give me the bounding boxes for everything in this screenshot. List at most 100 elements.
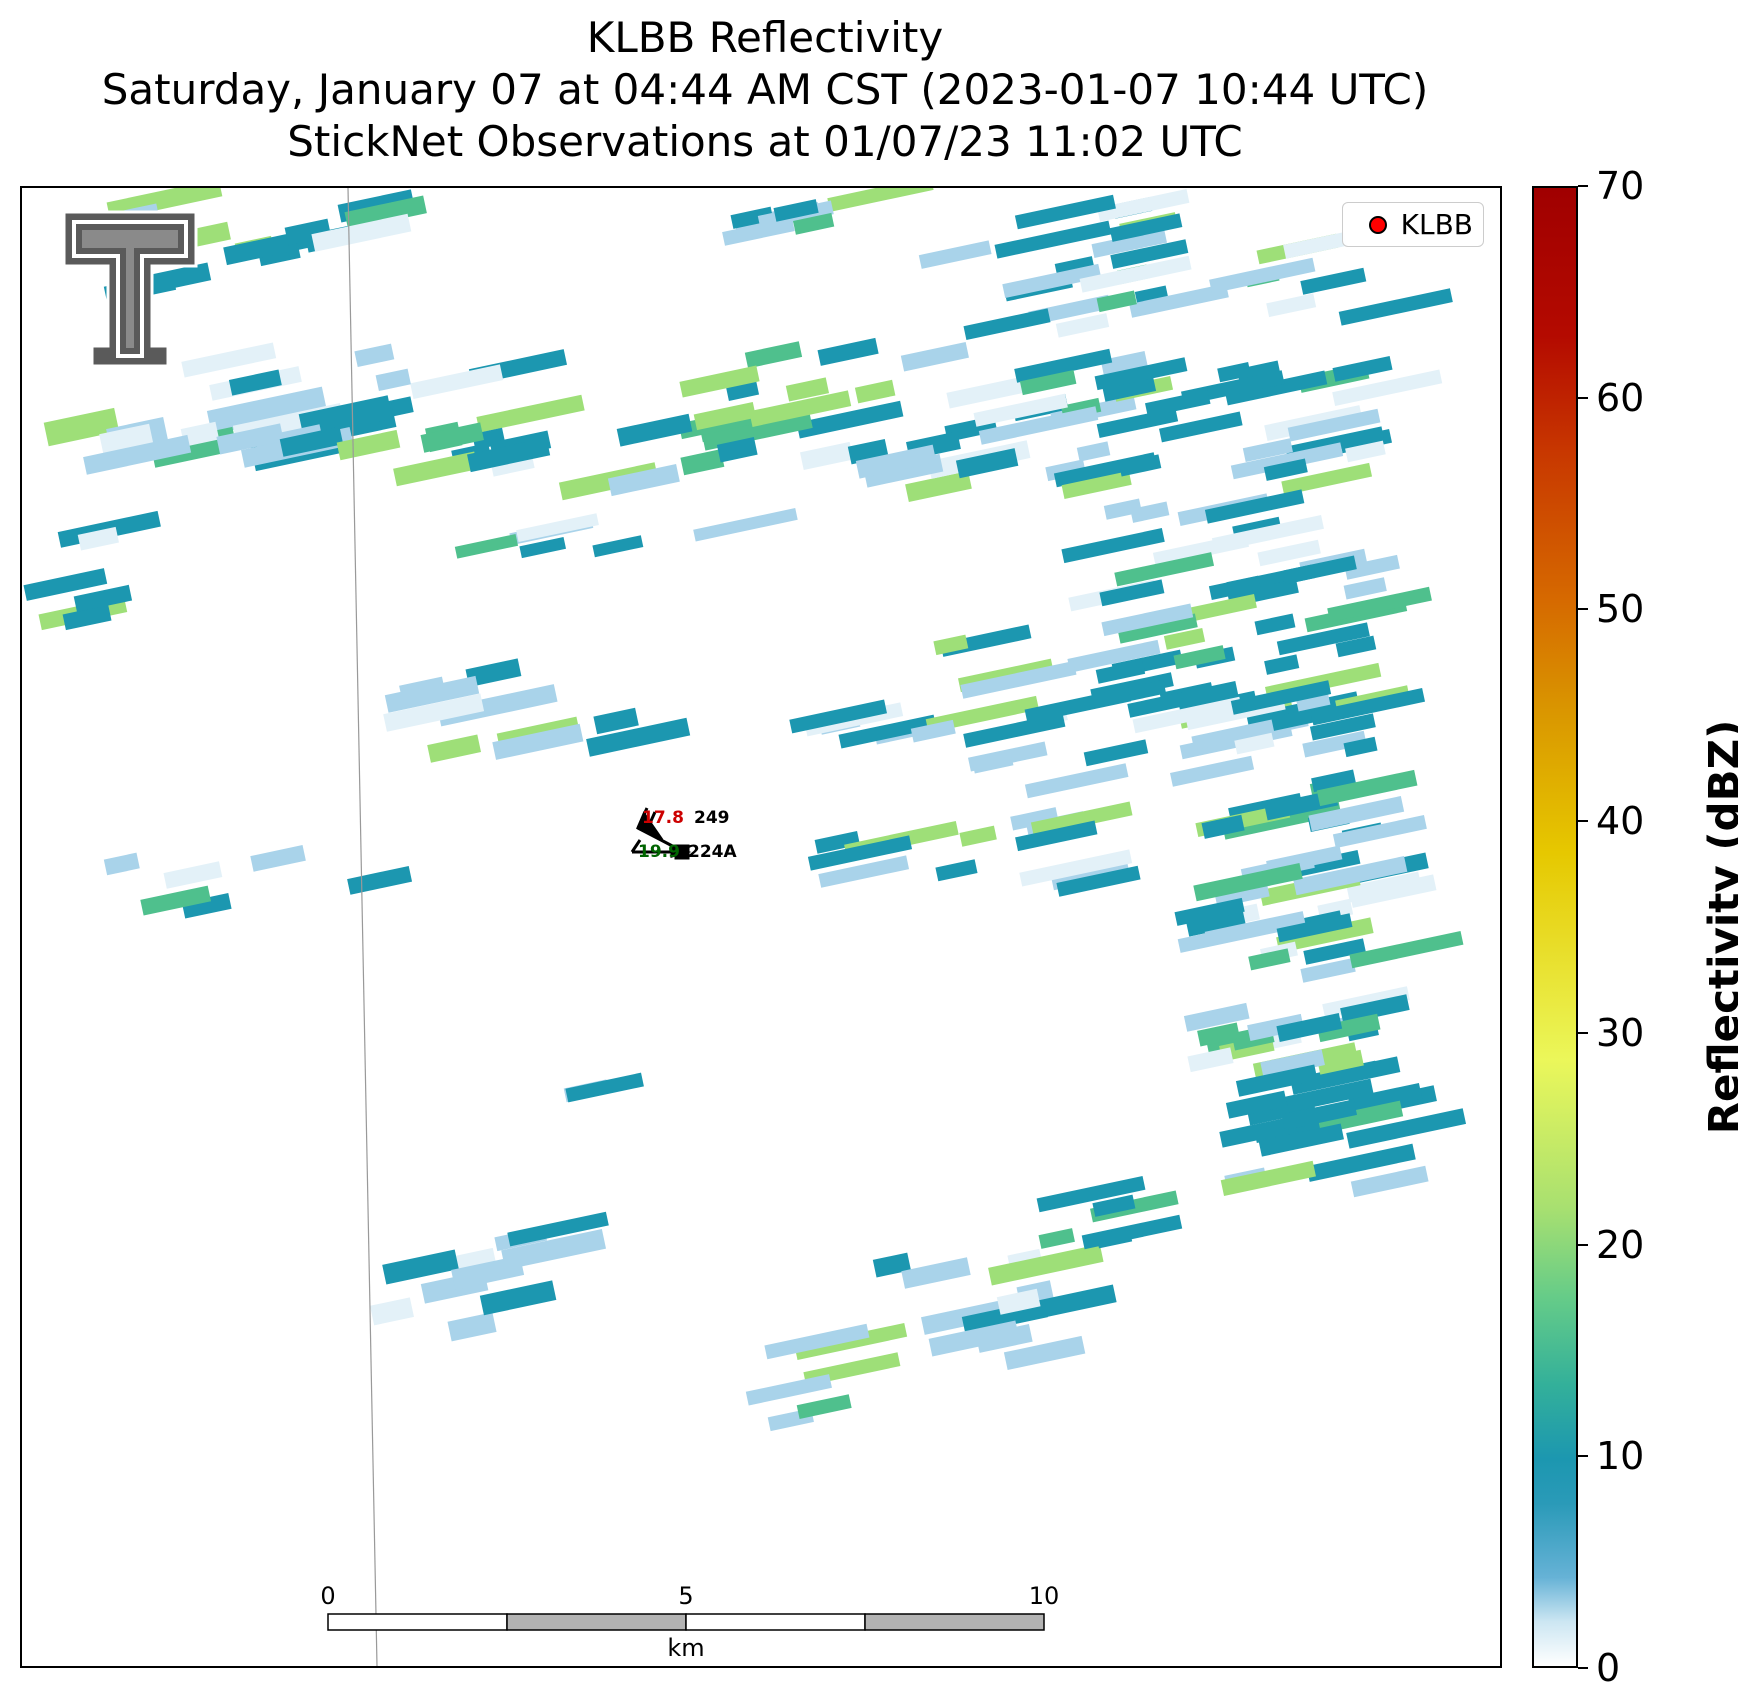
station-id-249: 249 [694,808,730,828]
reflectivity-gate [807,835,913,871]
reflectivity-gate [680,449,725,476]
reflectivity-gate [1019,849,1133,887]
reflectivity-gate [1056,865,1141,897]
reflectivity-gate [1235,1064,1318,1097]
reflectivity-gate [279,426,344,457]
reflectivity-gate [607,464,680,497]
reflectivity-gate [1024,687,1132,724]
colorbar-tick-mark [1578,396,1588,399]
reflectivity-gate [1163,627,1206,650]
reflectivity-gate [1024,763,1129,799]
scale-tick-10: 10 [1028,1582,1060,1610]
colorbar-tick-label: 60 [1596,375,1645,420]
reflectivity-gate [1340,994,1410,1024]
reflectivity-gate [1258,1123,1344,1157]
reflectivity-gate [103,852,140,876]
reflectivity-gate [1097,189,1190,222]
reflectivity-gate [1236,360,1281,383]
reflectivity-gate [354,343,395,368]
scale-segment-4 [864,1613,1045,1631]
reflectivity-gate [1224,370,1328,406]
reflectivity-gate [1219,1116,1298,1148]
reflectivity-gate [1345,440,1386,463]
reflectivity-gate [1281,462,1373,496]
reflectivity-gate [454,533,519,559]
radar-map[interactable]: KLBB 17.8 249 19.9 224A 0 5 10 km [20,186,1502,1668]
reflectivity-gate [1311,769,1356,793]
reflectivity-gate [1102,377,1157,402]
reflectivity-gate [1283,232,1347,259]
colorbar-tick-mark [1578,1243,1588,1246]
reflectivity-gate [1302,730,1367,758]
reflectivity-gate [749,390,852,427]
reflectivity-gate [933,634,969,656]
reflectivity-gate [901,1257,971,1289]
reflectivity-gate [492,723,584,760]
scale-tick-0: 0 [320,1582,336,1610]
reflectivity-gate [978,406,1099,445]
reflectivity-gate [1091,228,1167,258]
reflectivity-gate [1344,554,1400,580]
map-legend: KLBB [1341,202,1484,247]
reflectivity-gate [1099,579,1165,607]
reflectivity-gate [1173,645,1226,670]
station-id-224A: 224A [688,842,737,862]
reflectivity-gate [427,734,482,763]
reflectivity-gate [1220,1160,1316,1196]
reflectivity-gate [1293,856,1408,896]
reflectivity-gate [854,379,896,404]
reflectivity-gate [1174,897,1245,926]
reflectivity-gate [1287,408,1381,442]
title-line-2: Saturday, January 07 at 04:44 AM CST (20… [101,65,1429,114]
reflectivity-gate [1119,679,1167,703]
reflectivity-gate [1183,593,1257,623]
reflectivity-gate [1109,213,1183,242]
reflectivity-gate [1204,489,1305,524]
reflectivity-gate [23,568,108,601]
reflectivity-gate [1327,586,1432,623]
reflectivity-gate [180,421,220,447]
reflectivity-gate [1079,255,1192,293]
colorbar-tick-label: 10 [1596,1434,1645,1479]
reflectivity-gate [592,535,644,558]
reflectivity-gate [1014,348,1113,383]
reflectivity-gate [250,844,306,872]
reflectivity-gate [935,859,978,882]
reflectivity-gate [420,422,484,453]
reflectivity-gate [1242,438,1293,462]
reflectivity-gate [344,195,427,230]
scale-unit: km [667,1634,705,1662]
reflectivity-gate [814,830,860,854]
reflectivity-gate [1145,389,1211,417]
reflectivity-gate [1332,355,1393,382]
colorbar-tick-label: 20 [1596,1222,1645,1267]
reflectivity-gate [1096,1227,1133,1249]
reflectivity-gate [928,1320,1020,1357]
reflectivity-gate [679,365,760,398]
legend-label: KLBB [1400,208,1473,241]
reflectivity-gate [971,751,1014,774]
reflectivity-gate [1152,533,1250,567]
reflectivity-gate [918,240,992,269]
reflectivity-gate [730,206,774,229]
reflectivity-gate [140,885,212,916]
reflectivity-gate [1338,288,1453,326]
reflectivity-gate [818,855,910,888]
reflectivity-gate [382,1249,459,1285]
reflectivity-gate [1015,820,1098,852]
reflectivity-gate [794,1322,908,1360]
reflectivity-gate [1254,613,1296,636]
reflectivity-gate [465,658,522,688]
reflectivity-gate [437,684,558,727]
reflectivity-gate [1300,957,1356,983]
reflectivity-gate [1263,458,1308,481]
reflectivity-gate [1076,441,1111,462]
reflectivity-gate [959,825,997,847]
reflectivity-gate [451,1255,525,1290]
reflectivity-gate [1030,801,1133,837]
reflectivity-gate [1309,713,1376,741]
reflectivity-gate [501,1229,607,1270]
reflectivity-gate [1130,501,1170,523]
reflectivity-gate [996,1288,1041,1315]
reflectivity-gate [838,714,937,749]
